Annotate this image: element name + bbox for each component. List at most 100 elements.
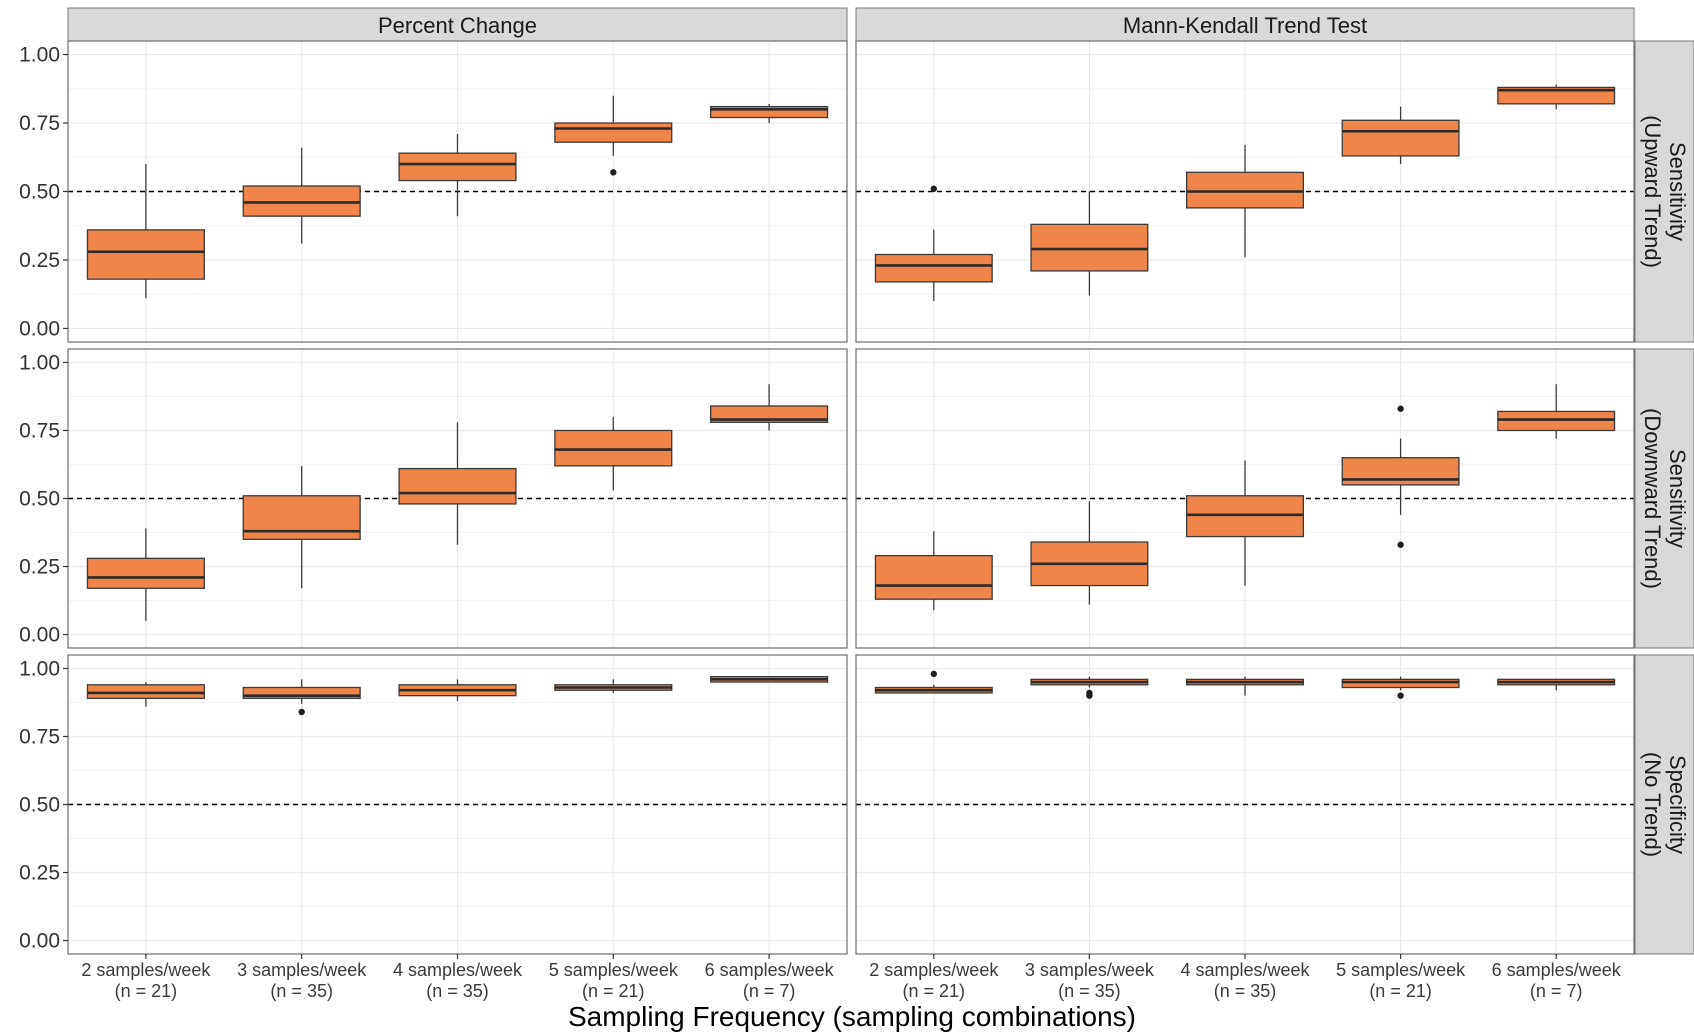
x-tick-sublabel: (n = 35) [426,981,489,1001]
facet-panel [67,654,848,955]
box [554,95,673,176]
x-tick-sublabel: (n = 21) [582,981,645,1001]
x-tick-label: 2 samples/week [869,960,999,980]
box-body [874,554,993,600]
box-body [1341,457,1460,486]
facet-row-label-group: Specificity(No Trend) [1640,752,1690,857]
outlier-point [610,169,617,176]
box [1497,84,1616,110]
facet-row-label: (No Trend) [1640,752,1665,857]
box [1497,384,1616,439]
box-body [1497,86,1616,105]
box-body [710,405,829,423]
facet-column-label: Mann-Kendall Trend Test [1123,13,1367,38]
y-tick-label: 0.75 [19,419,60,442]
box [398,679,517,702]
facet-row-strip [1634,348,1694,649]
box-body [1030,223,1149,272]
box [242,679,361,716]
box-body [398,152,517,182]
y-tick-label: 0.00 [19,624,60,647]
box-body [1186,495,1305,538]
box [242,147,361,244]
box-body [242,495,361,540]
x-tick-sublabel: (n = 7) [1530,981,1583,1001]
outlier-point [1397,541,1404,548]
facet-column-strip [855,7,1635,42]
facet-row-label-group: Sensitivity(Downward Trend) [1640,408,1690,589]
facet-panels [67,40,1635,955]
x-axis: 2 samples/week(n = 21)3 samples/week(n =… [81,954,1622,1001]
x-tick-sublabel: (n = 35) [1214,981,1277,1001]
box-body [554,122,673,143]
facet-column-label: Percent Change [378,13,537,38]
y-tick-label: 0.75 [19,725,60,748]
box [710,675,829,683]
facet-row-label-group: Sensitivity(Upward Trend) [1640,115,1690,268]
y-tick-label: 0.00 [19,317,60,340]
box-body [242,686,361,700]
x-tick-label: 6 samples/week [1492,960,1622,980]
facet-row-strip [1634,40,1694,343]
box [398,133,517,217]
box [1030,501,1149,605]
box-body [710,105,829,119]
facet-panel [855,654,1635,955]
y-tick-label: 0.50 [19,794,60,817]
x-tick-sublabel: (n = 35) [270,981,333,1001]
y-tick-label: 0.25 [19,249,60,272]
facet-column-strips: Percent Change Mann-Kendall Trend Test [67,7,1635,42]
x-tick-sublabel: (n = 21) [1369,981,1432,1001]
outlier-point [1397,692,1404,699]
box [1186,144,1305,258]
box [86,164,205,299]
box [1030,676,1149,699]
y-tick-label: 0.50 [19,181,60,204]
outlier-point [298,708,305,716]
box [874,531,993,611]
x-tick-sublabel: (n = 21) [115,981,178,1001]
box-body [398,467,517,505]
y-tick-label: 0.00 [19,930,60,953]
x-tick-label: 4 samples/week [1180,960,1310,980]
x-tick-label: 4 samples/week [393,960,523,980]
outlier-point [1397,405,1404,412]
panel-border [855,348,1635,649]
panel-border [855,40,1635,343]
box-body [86,229,205,280]
x-tick-sublabel: (n = 21) [903,981,966,1001]
x-tick-label: 5 samples/week [549,960,679,980]
facet-row-label: (Upward Trend) [1640,115,1665,268]
x-tick-sublabel: (n = 7) [743,981,796,1001]
box-body [874,253,993,283]
x-tick-label: 5 samples/week [1336,960,1466,980]
box [554,416,673,491]
y-tick-label: 0.25 [19,862,60,885]
box-body [86,684,205,700]
box [710,103,829,124]
box [1186,460,1305,586]
facet-row-strip [1634,654,1694,955]
box [1341,676,1460,699]
y-axis: 0.00 0.25 0.50 0.75 1.00 0.00 0.25 0.50 0.75 1.00… [19,44,68,953]
x-tick-label: 6 samples/week [705,960,835,980]
x-tick-label: 3 samples/week [237,960,367,980]
facet-panel [855,40,1635,343]
facet-row-strips: Sensitivity(Upward Trend)Sensitivity(Dow… [1634,40,1694,955]
box [398,422,517,545]
box [1030,191,1149,296]
facet-panel [855,348,1635,649]
x-axis-title: Sampling Frequency (sampling combination… [568,1001,1136,1032]
x-tick-label: 2 samples/week [81,960,211,980]
box [86,528,205,621]
y-tick-label: 0.25 [19,556,60,579]
facet-row-label: Sensitivity [1665,142,1690,241]
box [710,384,829,431]
facet-row-label: Sensitivity [1665,449,1690,548]
y-tick-label: 1.00 [19,351,60,374]
x-tick-sublabel: (n = 35) [1058,981,1121,1001]
y-tick-label: 1.00 [19,657,60,680]
y-tick-label: 1.00 [19,44,60,67]
box-body [1341,119,1460,157]
